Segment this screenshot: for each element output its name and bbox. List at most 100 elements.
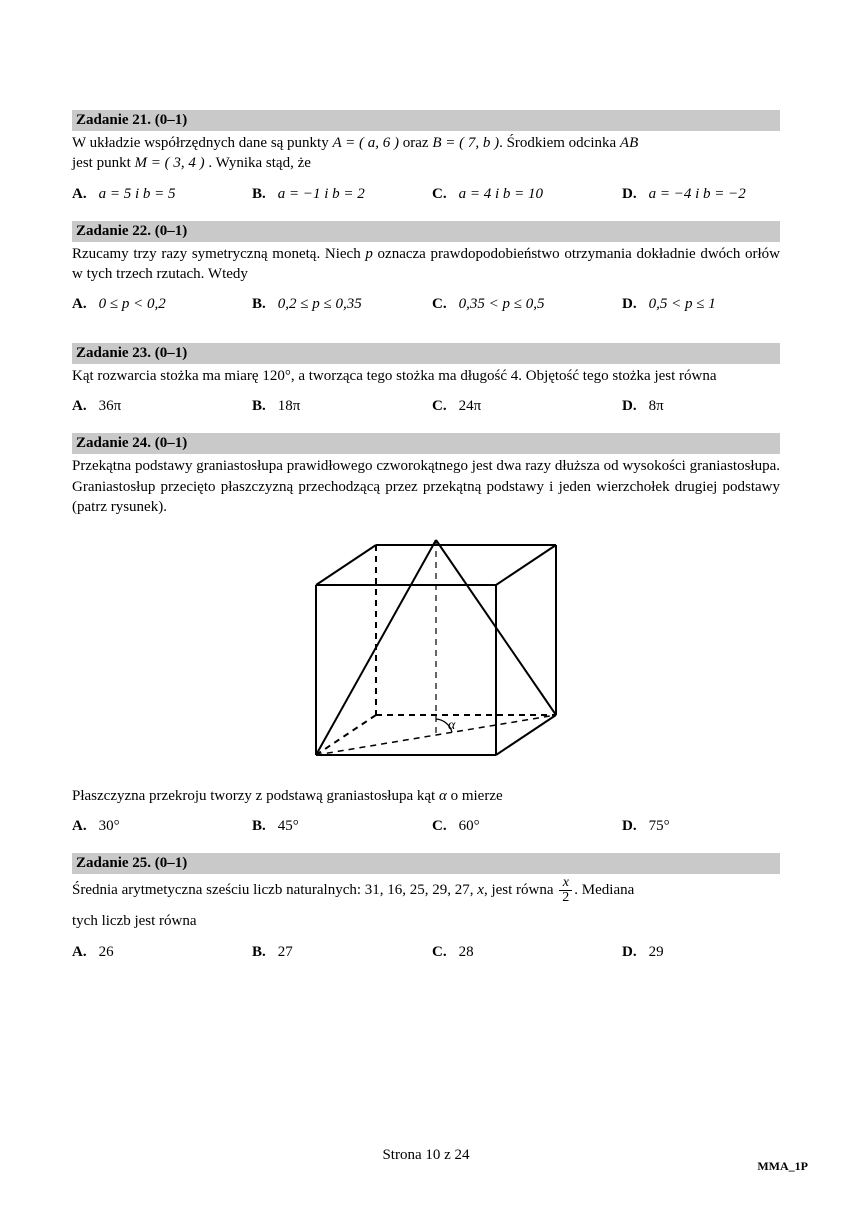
- option-value: 60°: [459, 818, 480, 835]
- math-alpha: α: [439, 788, 447, 804]
- text: tych liczb jest równa: [72, 911, 780, 931]
- math: B = ( 7, b ): [432, 135, 499, 151]
- option-a[interactable]: A. 36π: [72, 398, 252, 415]
- math: A = ( a, 6 ): [332, 135, 399, 151]
- option-value: 30°: [99, 818, 120, 835]
- option-value: 45°: [278, 818, 299, 835]
- task-23-options: A. 36π B. 18π C. 24π D. 8π: [72, 398, 780, 415]
- task-21-header: Zadanie 21. (0–1): [72, 110, 780, 131]
- task-23-header: Zadanie 23. (0–1): [72, 343, 780, 364]
- option-label: A.: [72, 186, 87, 203]
- option-value: 28: [459, 944, 474, 961]
- option-b[interactable]: B. 0,2 ≤ p ≤ 0,35: [252, 296, 432, 313]
- option-b[interactable]: B. 27: [252, 944, 432, 961]
- option-a[interactable]: A. 26: [72, 944, 252, 961]
- option-c[interactable]: C. 28: [432, 944, 622, 961]
- option-c[interactable]: C. 0,35 < p ≤ 0,5: [432, 296, 622, 313]
- option-a[interactable]: A. 30°: [72, 818, 252, 835]
- option-a[interactable]: A. 0 ≤ p < 0,2: [72, 296, 252, 313]
- option-label: D.: [622, 944, 637, 961]
- frac-den: 2: [559, 891, 572, 905]
- prism-svg: α: [276, 525, 576, 775]
- option-a[interactable]: A. a = 5 i b = 5: [72, 186, 252, 203]
- task-25-header: Zadanie 25. (0–1): [72, 853, 780, 874]
- option-value: 26: [99, 944, 114, 961]
- task-25-options: A. 26 B. 27 C. 28 D. 29: [72, 944, 780, 961]
- option-label: D.: [622, 818, 637, 835]
- text: oraz: [399, 135, 432, 151]
- text: Rzucamy trzy razy symetryczną monetą. Ni…: [72, 246, 365, 262]
- text: Średnia arytmetyczna sześciu liczb natur…: [72, 882, 477, 898]
- option-c[interactable]: C.60°: [432, 818, 622, 835]
- option-label: D.: [622, 296, 637, 313]
- option-b[interactable]: B. 18π: [252, 398, 432, 415]
- prism-figure: α: [72, 525, 780, 780]
- option-value: 0,5 < p ≤ 1: [649, 296, 716, 313]
- task-22-body: Rzucamy trzy razy symetryczną monetą. Ni…: [72, 244, 780, 285]
- text: . Mediana: [574, 882, 634, 898]
- option-value: a = 5 i b = 5: [99, 186, 176, 203]
- option-label: B.: [252, 186, 266, 203]
- option-d[interactable]: D. 8π: [622, 398, 780, 415]
- exam-code: MMA_1P: [757, 1159, 808, 1174]
- option-b[interactable]: B. a = −1 i b = 2: [252, 186, 432, 203]
- option-value: 0,35 < p ≤ 0,5: [459, 296, 545, 313]
- option-label: C.: [432, 944, 447, 961]
- option-label: D.: [622, 186, 637, 203]
- option-label: B.: [252, 296, 266, 313]
- exam-page: Zadanie 21. (0–1) W układzie współrzędny…: [0, 0, 852, 1206]
- option-label: A.: [72, 296, 87, 313]
- option-value: 29: [649, 944, 664, 961]
- option-d[interactable]: D. 75°: [622, 818, 780, 835]
- option-label: A.: [72, 398, 87, 415]
- option-d[interactable]: D. 29: [622, 944, 780, 961]
- task-21-options: A. a = 5 i b = 5 B. a = −1 i b = 2 C. a = 4…: [72, 186, 780, 203]
- task-22-options: A. 0 ≤ p < 0,2 B. 0,2 ≤ p ≤ 0,35 C. 0,35 < …: [72, 296, 780, 313]
- option-label: B.: [252, 818, 266, 835]
- text: W układzie współrzędnych dane są punkty: [72, 135, 332, 151]
- task-24-options: A. 30° B. 45° C.60° D. 75°: [72, 818, 780, 835]
- math-p: p: [365, 246, 373, 262]
- option-value: 75°: [649, 818, 670, 835]
- task-24-header: Zadanie 24. (0–1): [72, 433, 780, 454]
- option-label: A.: [72, 944, 87, 961]
- option-label: C.: [432, 398, 447, 415]
- page-footer: Strona 10 z 24: [0, 1147, 852, 1164]
- fraction: x2: [559, 876, 572, 905]
- option-value: 18π: [278, 398, 301, 415]
- option-label: B.: [252, 944, 266, 961]
- option-c[interactable]: C. 24π: [432, 398, 622, 415]
- math: AB: [620, 135, 638, 151]
- option-value: a = −1 i b = 2: [278, 186, 365, 203]
- task-23-body: Kąt rozwarcia stożka ma miarę 120°, a tw…: [72, 366, 780, 386]
- option-value: 0,2 ≤ p ≤ 0,35: [278, 296, 362, 313]
- option-value: a = −4 i b = −2: [649, 186, 746, 203]
- frac-num: x: [559, 876, 572, 891]
- text: jest punkt: [72, 155, 135, 171]
- option-d[interactable]: D. 0,5 < p ≤ 1: [622, 296, 780, 313]
- text: . Wynika stąd, że: [205, 155, 311, 171]
- option-value: 24π: [459, 398, 482, 415]
- option-b[interactable]: B. 45°: [252, 818, 432, 835]
- option-value: 36π: [99, 398, 122, 415]
- text: o mierze: [447, 788, 503, 804]
- option-c[interactable]: C. a = 4 i b = 10: [432, 186, 622, 203]
- option-label: A.: [72, 818, 87, 835]
- text: , jest równa: [484, 882, 557, 898]
- option-label: C.: [432, 186, 447, 203]
- option-label: B.: [252, 398, 266, 415]
- option-value: 8π: [649, 398, 664, 415]
- text: . Środkiem odcinka: [499, 135, 620, 151]
- math-x: x: [477, 882, 484, 898]
- option-value: 27: [278, 944, 293, 961]
- task-24-body2: Płaszczyzna przekroju tworzy z podstawą …: [72, 786, 780, 806]
- task-25-body: Średnia arytmetyczna sześciu liczb natur…: [72, 876, 780, 931]
- task-22-header: Zadanie 22. (0–1): [72, 221, 780, 242]
- option-value: a = 4 i b = 10: [459, 186, 543, 203]
- option-value: 0 ≤ p < 0,2: [99, 296, 166, 313]
- text: Płaszczyzna przekroju tworzy z podstawą …: [72, 788, 439, 804]
- option-d[interactable]: D. a = −4 i b = −2: [622, 186, 780, 203]
- math: M = ( 3, 4 ): [135, 155, 205, 171]
- option-label: D.: [622, 398, 637, 415]
- option-label: C.: [432, 296, 447, 313]
